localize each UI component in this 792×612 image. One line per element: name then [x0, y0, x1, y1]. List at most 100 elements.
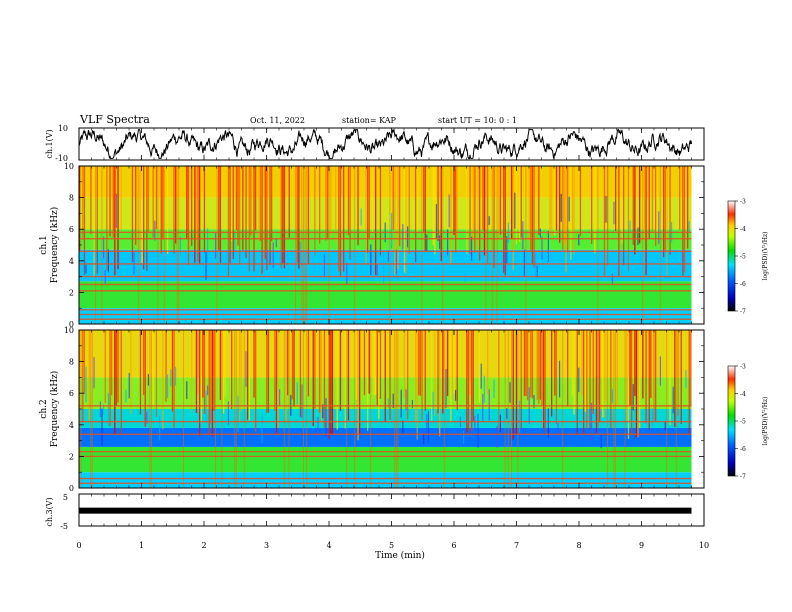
spectrogram-burst: [424, 330, 426, 411]
ch1-spec-xticks: [78, 166, 705, 324]
spectrogram-speck: [509, 382, 511, 403]
spectrogram-burst: [197, 330, 199, 395]
spectrogram-speck: [205, 390, 207, 424]
spectrogram-spike: [659, 166, 661, 324]
spectrogram-burst: [599, 330, 601, 423]
ch3-waveform-band: [79, 507, 692, 514]
ch1-spec-ylabel: Frequency (kHz): [49, 207, 60, 284]
spectrogram-speck: [547, 231, 549, 263]
spectrogram-burst: [114, 330, 116, 435]
spectrogram-speck: [477, 413, 479, 448]
spectrogram-band: [79, 281, 692, 309]
spectrogram-burst: [160, 166, 162, 254]
spectrogram-burst: [477, 166, 479, 247]
ytick-label: 2: [69, 288, 74, 297]
spectrogram-burst: [666, 166, 668, 276]
spectrogram-speck: [560, 193, 562, 222]
spectrogram-speck: [395, 249, 397, 275]
spectrogram-burst: [471, 330, 473, 432]
spectrogram-spike: [491, 166, 493, 324]
spectrogram-burst: [527, 330, 529, 401]
ch1-spectrogram: [79, 166, 692, 324]
spectrogram-burst: [416, 166, 418, 233]
spectrogram-speck: [147, 374, 149, 386]
spectrogram-burst: [482, 166, 484, 231]
spectrogram-burst: [437, 330, 439, 414]
spectrogram-speck: [128, 372, 130, 399]
spectrogram-speck: [535, 252, 537, 278]
spectrogram-spike: [90, 330, 92, 488]
spectrogram-burst: [347, 330, 350, 421]
spectrogram-speck: [159, 415, 161, 441]
spectrogram-burst: [349, 166, 351, 260]
spectrogram-burst: [571, 166, 574, 233]
spectrogram-line: [79, 283, 692, 286]
spectrogram-speck: [493, 379, 495, 398]
spectrogram-spike: [395, 330, 397, 488]
spectrogram-burst: [520, 166, 522, 238]
spectrogram-burst: [347, 166, 350, 236]
spectrogram-speck: [93, 357, 95, 389]
spectrogram-speck: [514, 192, 516, 229]
spectrogram-burst: [282, 166, 284, 264]
spectrogram-burst: [418, 330, 420, 396]
spectrogram-burst: [504, 166, 506, 276]
spectrogram-burst: [367, 166, 369, 253]
spectrogram-burst: [688, 330, 690, 434]
spectrogram-burst: [603, 166, 606, 277]
spectrogram-burst: [90, 166, 92, 235]
spectrogram-burst: [573, 166, 575, 255]
spectrogram-burst: [434, 166, 436, 255]
spectrogram-burst: [538, 330, 540, 404]
spectrogram-burst: [283, 166, 286, 269]
ch2-spec-ylabel-channel: ch.2: [39, 399, 49, 418]
spectrogram-burst: [629, 330, 631, 406]
spectrogram-burst: [339, 166, 342, 277]
ch2-colorbar: [727, 365, 736, 477]
spectrogram-speck: [179, 236, 181, 256]
spectrogram-speck: [279, 389, 281, 407]
ch1-colorbar-label: log(PSD)(V²/Hz): [762, 232, 769, 281]
ch1-spec-yticks: 0 2 4 6 8 10: [64, 162, 704, 329]
spectrogram-burst: [173, 166, 175, 254]
spectrogram-burst: [554, 166, 556, 236]
spectrogram-burst: [567, 330, 569, 407]
spectrogram-spike: [421, 166, 423, 324]
spectrogram-line: [79, 313, 692, 316]
spectrogram-burst: [146, 166, 148, 271]
spectrogram-spike: [303, 166, 304, 324]
spectrogram-burst: [453, 330, 455, 394]
spectrogram-speck: [207, 385, 209, 396]
spectrogram-burst: [650, 330, 652, 398]
spectrogram-burst: [231, 166, 233, 242]
spectrogram-burst: [143, 166, 145, 270]
spectrogram-speck: [383, 252, 385, 284]
spectrogram-burst: [162, 166, 164, 240]
ch2-spec-ylabel: Frequency (kHz): [49, 371, 60, 448]
ch3-ytick-top: 5: [63, 493, 68, 502]
spectrogram-spike: [176, 166, 178, 324]
spectrogram-burst: [227, 166, 230, 277]
spectrogram-burst: [79, 166, 81, 251]
spectrogram-burst: [536, 330, 538, 400]
spectrogram-speck: [322, 404, 324, 419]
spectrogram-burst: [248, 166, 250, 272]
spectrogram-spike: [397, 330, 399, 488]
spectrogram-burst: [203, 330, 206, 415]
spectrogram-spike: [370, 330, 372, 488]
spectrogram-burst: [253, 166, 255, 272]
spectrogram-burst: [186, 166, 188, 240]
spectrogram-burst: [450, 330, 452, 423]
spectrogram-spike: [642, 166, 644, 324]
spectrogram-speck: [101, 408, 103, 446]
spectrogram-speck: [154, 220, 156, 241]
spectrogram-burst: [511, 166, 513, 240]
spectrogram-burst: [259, 166, 262, 242]
spectrogram-burst: [530, 166, 532, 251]
spectrogram-burst: [407, 330, 409, 420]
spectrogram-burst: [147, 166, 150, 232]
spectrogram-burst: [594, 166, 596, 254]
x-tick-label: 9: [639, 541, 644, 550]
colorbar-tick-label: -5: [740, 419, 746, 426]
spectrogram-burst: [219, 330, 222, 400]
